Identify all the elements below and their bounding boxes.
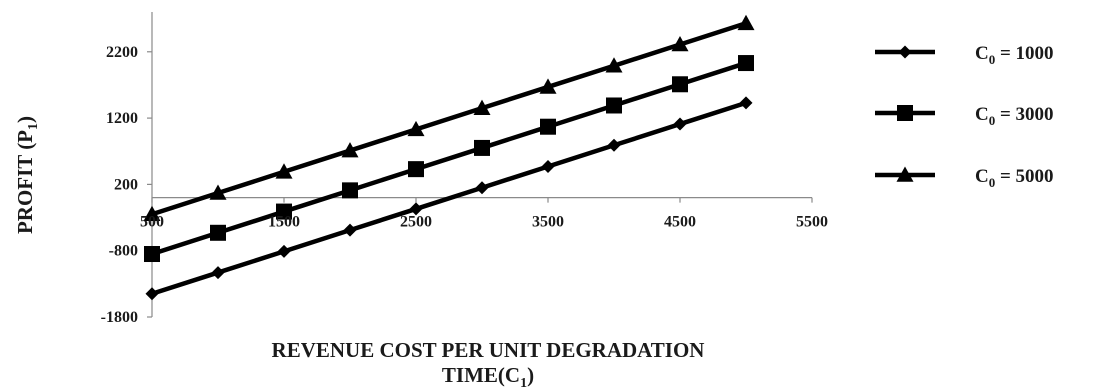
series-triangle [143,14,755,222]
data-point [605,57,623,73]
data-point [275,163,293,179]
series-line [151,21,747,217]
data-point [145,287,159,301]
series-diamond [145,96,753,301]
data-point [540,118,556,135]
x-tick-label: 3500 [532,214,564,231]
data-point [144,246,160,263]
legend-item: C0 = 3000 [875,104,1054,128]
legend-label: C0 = 5000 [975,166,1054,190]
legend-marker [896,166,914,182]
series-line [151,60,747,257]
data-point [409,202,423,216]
axes-layer [147,12,813,318]
data-point [343,223,357,237]
legend: C0 = 1000 C0 = 3000 C0 = 5000 [875,43,1054,190]
data-point [737,14,755,31]
data-point [673,117,687,131]
y-axis-title: PROFIT (P1) [13,116,41,234]
data-point [341,142,359,158]
x-axis-title-line1: REVENUE COST PER UNIT DEGRADATION [272,338,705,362]
series-line [151,100,747,296]
x-tick-label: 4500 [664,214,696,231]
data-point [210,224,226,241]
series-layer [143,14,755,301]
y-tick-label: -800 [109,243,138,260]
data-point [407,120,425,137]
data-point [738,55,754,72]
x-tick-label: 1500 [268,214,300,231]
data-point [607,138,621,152]
data-point [475,181,489,195]
data-point [672,76,688,93]
x-tick-label: 500 [140,214,164,231]
legend-item: C0 = 1000 [875,43,1054,67]
data-point [671,35,689,52]
data-point [539,78,557,94]
legend-marker [898,45,912,59]
data-point [209,184,227,200]
legend-marker [897,105,913,121]
data-point [277,244,291,258]
data-point [541,159,555,173]
series-square [144,55,754,263]
data-point [211,266,225,280]
y-tick-label: -1800 [101,309,138,326]
data-point [474,139,490,156]
x-tick-label: 2500 [400,214,432,231]
y-tick-label: 200 [114,176,138,193]
tick-labels-layer: 2200 1200 200 -800 -1800 500 1500 2500 3500 4500 5… [101,44,828,326]
data-point [276,203,292,220]
data-point [143,205,161,222]
data-point [342,182,358,199]
x-axis-title-line2: TIME(C1) [442,363,534,388]
y-tick-label: 2200 [106,44,138,61]
legend-label: C0 = 1000 [975,43,1054,67]
data-point [473,99,491,115]
y-tick-label: 1200 [106,110,138,127]
data-point [739,96,753,110]
data-point [408,161,424,178]
legend-label: C0 = 3000 [975,104,1054,128]
x-tick-label: 5500 [796,214,828,231]
legend-item: C0 = 5000 [875,166,1054,190]
data-point [606,97,622,114]
